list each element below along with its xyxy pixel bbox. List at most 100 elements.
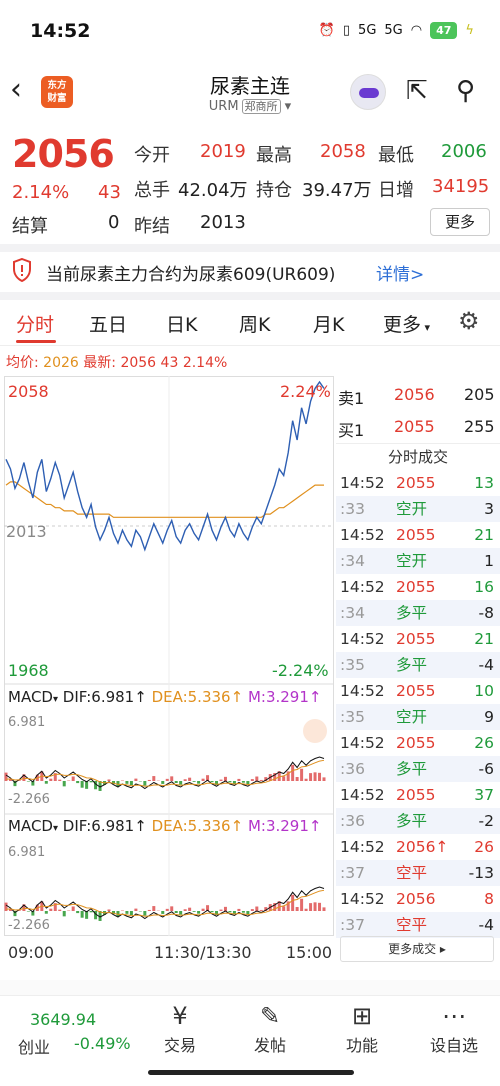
alarm-icon: ⏰ — [318, 23, 335, 38]
macd-bar — [183, 909, 187, 911]
macd-bar — [201, 778, 205, 781]
macd-bar — [286, 771, 290, 781]
macd-bar — [62, 911, 66, 917]
trade-row: 14:52 2055 13 — [336, 470, 500, 496]
trade-time: :37 — [340, 916, 365, 934]
share-icon[interactable]: ⇱ — [406, 76, 428, 106]
macd-bar — [282, 776, 286, 781]
macd-bar — [129, 911, 133, 916]
trade-volume: 10 — [474, 682, 494, 700]
trade-row: 14:52 2055 10 — [336, 678, 500, 704]
trade-volume: -8 — [478, 604, 494, 622]
macd-bar — [241, 781, 245, 783]
macd-bar — [250, 779, 254, 781]
macd-bar — [58, 779, 62, 781]
tab-intraday[interactable]: 分时 — [16, 314, 55, 336]
macd-bar — [13, 911, 17, 917]
index-name[interactable]: 创业 — [18, 1038, 51, 1057]
macd-bar — [277, 771, 281, 781]
trade-time: 14:52 — [340, 682, 385, 700]
trade-time: :33 — [340, 500, 365, 518]
macd-bar — [219, 779, 223, 781]
macd-bar — [17, 780, 21, 781]
tab-daily-k[interactable]: 日K — [166, 314, 198, 336]
trade-volume: -2 — [478, 812, 494, 830]
macd-bar — [4, 772, 8, 781]
chart-high: 2058 — [8, 382, 49, 401]
oi-change-label: 日增 — [378, 180, 414, 201]
volume-value: 42.04万 — [178, 180, 248, 201]
macd-bar — [250, 909, 254, 911]
macd-bar — [197, 911, 201, 914]
macd-bar — [4, 902, 8, 911]
macd-bar — [232, 781, 236, 785]
tab-more[interactable]: 更多 ▾ — [383, 314, 431, 336]
macd-header-2[interactable]: MACD▾ DIF:6.981↑ DEA:5.336↑ M:3.291↑ — [8, 817, 322, 835]
trade-row: :36 多平 -6 — [336, 756, 500, 782]
trade-volume: 26 — [474, 734, 494, 752]
trade-row: 14:52 2055 21 — [336, 626, 500, 652]
macd-bar — [237, 908, 241, 911]
macd-bar — [295, 907, 299, 911]
tab-weekly-k[interactable]: 周K — [239, 314, 271, 336]
trade-volume: -13 — [468, 864, 494, 882]
macd-bar — [125, 781, 129, 784]
macd-bar — [210, 781, 214, 783]
trade-price: 2055 — [396, 630, 436, 648]
trade-volume: 21 — [474, 630, 494, 648]
high-label: 最高 — [256, 145, 292, 166]
comment-bar — [0, 980, 500, 998]
macd-bar — [313, 902, 317, 911]
open-label: 今开 — [134, 145, 170, 166]
edit-icon: ✎ — [259, 1002, 281, 1030]
macd-bar — [179, 781, 183, 785]
search-icon[interactable]: ⚲ — [456, 76, 476, 106]
trade-price: 多平 — [396, 656, 428, 674]
trade-price: 2056 — [396, 890, 436, 908]
exchange-tag: 郑商所 — [241, 99, 281, 114]
macd-bar — [85, 781, 89, 789]
more-dots-icon: ⋯ — [442, 1002, 466, 1030]
more-quote-button[interactable]: 更多 — [430, 208, 490, 236]
macd-bar — [22, 904, 26, 911]
trade-volume: 1 — [484, 552, 494, 570]
trade-price: 2055 — [396, 734, 436, 752]
macd-bar — [71, 776, 75, 781]
divider — [0, 292, 500, 300]
index-value[interactable]: 3649.94 — [30, 1010, 97, 1029]
trade-time: 14:52 — [340, 838, 385, 856]
macd-bar — [313, 772, 317, 781]
trade-button[interactable]: ¥ 交易 — [152, 1002, 208, 1056]
macd-bar — [116, 911, 120, 917]
trade-row: :33 空开 3 — [336, 496, 500, 522]
macd-bar — [273, 773, 277, 781]
more-trades-button[interactable]: 更多成交 ▸ — [340, 936, 494, 962]
macd-bar — [304, 778, 308, 781]
macd-bar — [300, 768, 304, 781]
macd-bar — [255, 906, 259, 911]
index-pct[interactable]: -0.49% — [74, 1034, 131, 1053]
macd-bar — [170, 906, 174, 911]
macd-bar — [237, 778, 241, 781]
tab-five-day[interactable]: 五日 — [89, 314, 128, 336]
notice-detail-link[interactable]: 详情> — [376, 265, 425, 285]
trade-price: 2055 — [396, 578, 436, 596]
back-icon[interactable]: ‹ — [10, 72, 22, 107]
add-watchlist-button[interactable]: ⋯ 设自选 — [424, 1002, 484, 1056]
function-button[interactable]: ⊞ 功能 — [334, 1002, 390, 1056]
macd-header-1[interactable]: MACD▾ DIF:6.981↑ DEA:5.336↑ M:3.291↑ — [8, 688, 322, 706]
macd-bar — [286, 901, 290, 911]
bid-price: 2055 — [394, 417, 435, 436]
macd-bar — [174, 781, 178, 783]
trade-row: :34 多平 -8 — [336, 600, 500, 626]
settings-gear-icon[interactable]: ⚙ — [458, 307, 480, 335]
macd-bar — [206, 775, 210, 781]
tab-monthly-k[interactable]: 月K — [313, 314, 345, 336]
signal-icon-2: 5G — [384, 23, 403, 38]
page-title: 尿素主连 — [210, 74, 290, 98]
assistant-avatar[interactable] — [350, 74, 386, 110]
macd-bar — [111, 781, 115, 785]
post-button[interactable]: ✎ 发帖 — [242, 1002, 298, 1056]
trade-time: :35 — [340, 708, 365, 726]
macd-bar — [246, 781, 250, 785]
